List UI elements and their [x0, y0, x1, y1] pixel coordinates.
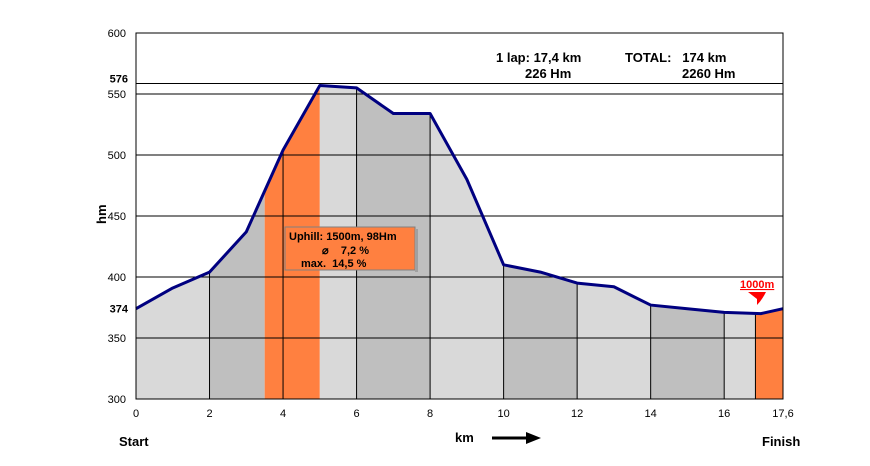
band-uphill	[755, 308, 783, 399]
uphill-max: max. 14,5 %	[301, 258, 367, 270]
finish-label: Finish	[762, 434, 800, 449]
x-tick-label: 14	[645, 408, 657, 420]
x-tick-label: 8	[427, 408, 433, 420]
y-tick-label: 600	[108, 28, 126, 40]
y-axis-label: hm	[94, 205, 109, 225]
x-tick-label: 16	[718, 408, 730, 420]
y-tick-label: 500	[108, 150, 126, 162]
uphill-distance: Uphill: 1500m, 98Hm	[289, 231, 397, 243]
lap-hm-text: 226 Hm	[525, 66, 571, 81]
y-special-label: 374	[110, 304, 129, 316]
x-axis-label: km	[455, 430, 474, 445]
marker-1000m: 1000m	[740, 279, 774, 305]
x-tick-label: 0	[133, 408, 139, 420]
x-tick-label: 6	[354, 408, 360, 420]
x-tick-label: 17,6	[772, 408, 793, 420]
marker-label: 1000m	[740, 279, 774, 291]
y-tick-label: 300	[108, 394, 126, 406]
total-text: TOTAL: 174 km	[625, 50, 726, 65]
elevation-line	[135, 83, 784, 316]
total-hm-text: 2260 Hm	[682, 66, 735, 81]
lap-text: 1 lap: 17,4 km	[496, 50, 581, 65]
direction-arrow-icon	[492, 432, 541, 444]
plot-border	[135, 32, 784, 400]
y-tick-label: 450	[108, 211, 126, 223]
band-light	[430, 113, 504, 400]
flag-icon	[748, 292, 766, 305]
band-dark	[503, 264, 578, 399]
band-dark	[650, 305, 725, 399]
start-label: Start	[119, 434, 149, 449]
uphill-average: ⌀ 7,2 %	[322, 245, 369, 257]
y-tick-label: 550	[108, 89, 126, 101]
band-light	[577, 283, 651, 399]
y-tick-label: 350	[108, 333, 126, 345]
band-dark	[209, 190, 265, 399]
x-tick-label: 2	[206, 408, 212, 420]
x-tick-label: 10	[497, 408, 509, 420]
x-tick-label: 4	[280, 408, 286, 420]
x-tick-label: 12	[571, 408, 583, 420]
uphill-info-box: Uphill: 1500m, 98Hm ⌀ 7,2 % max. 14,5 %	[284, 226, 418, 272]
band-light	[136, 272, 210, 399]
band-light	[724, 312, 756, 399]
y-tick-label: 400	[108, 272, 126, 284]
y-special-label: 576	[110, 73, 128, 85]
